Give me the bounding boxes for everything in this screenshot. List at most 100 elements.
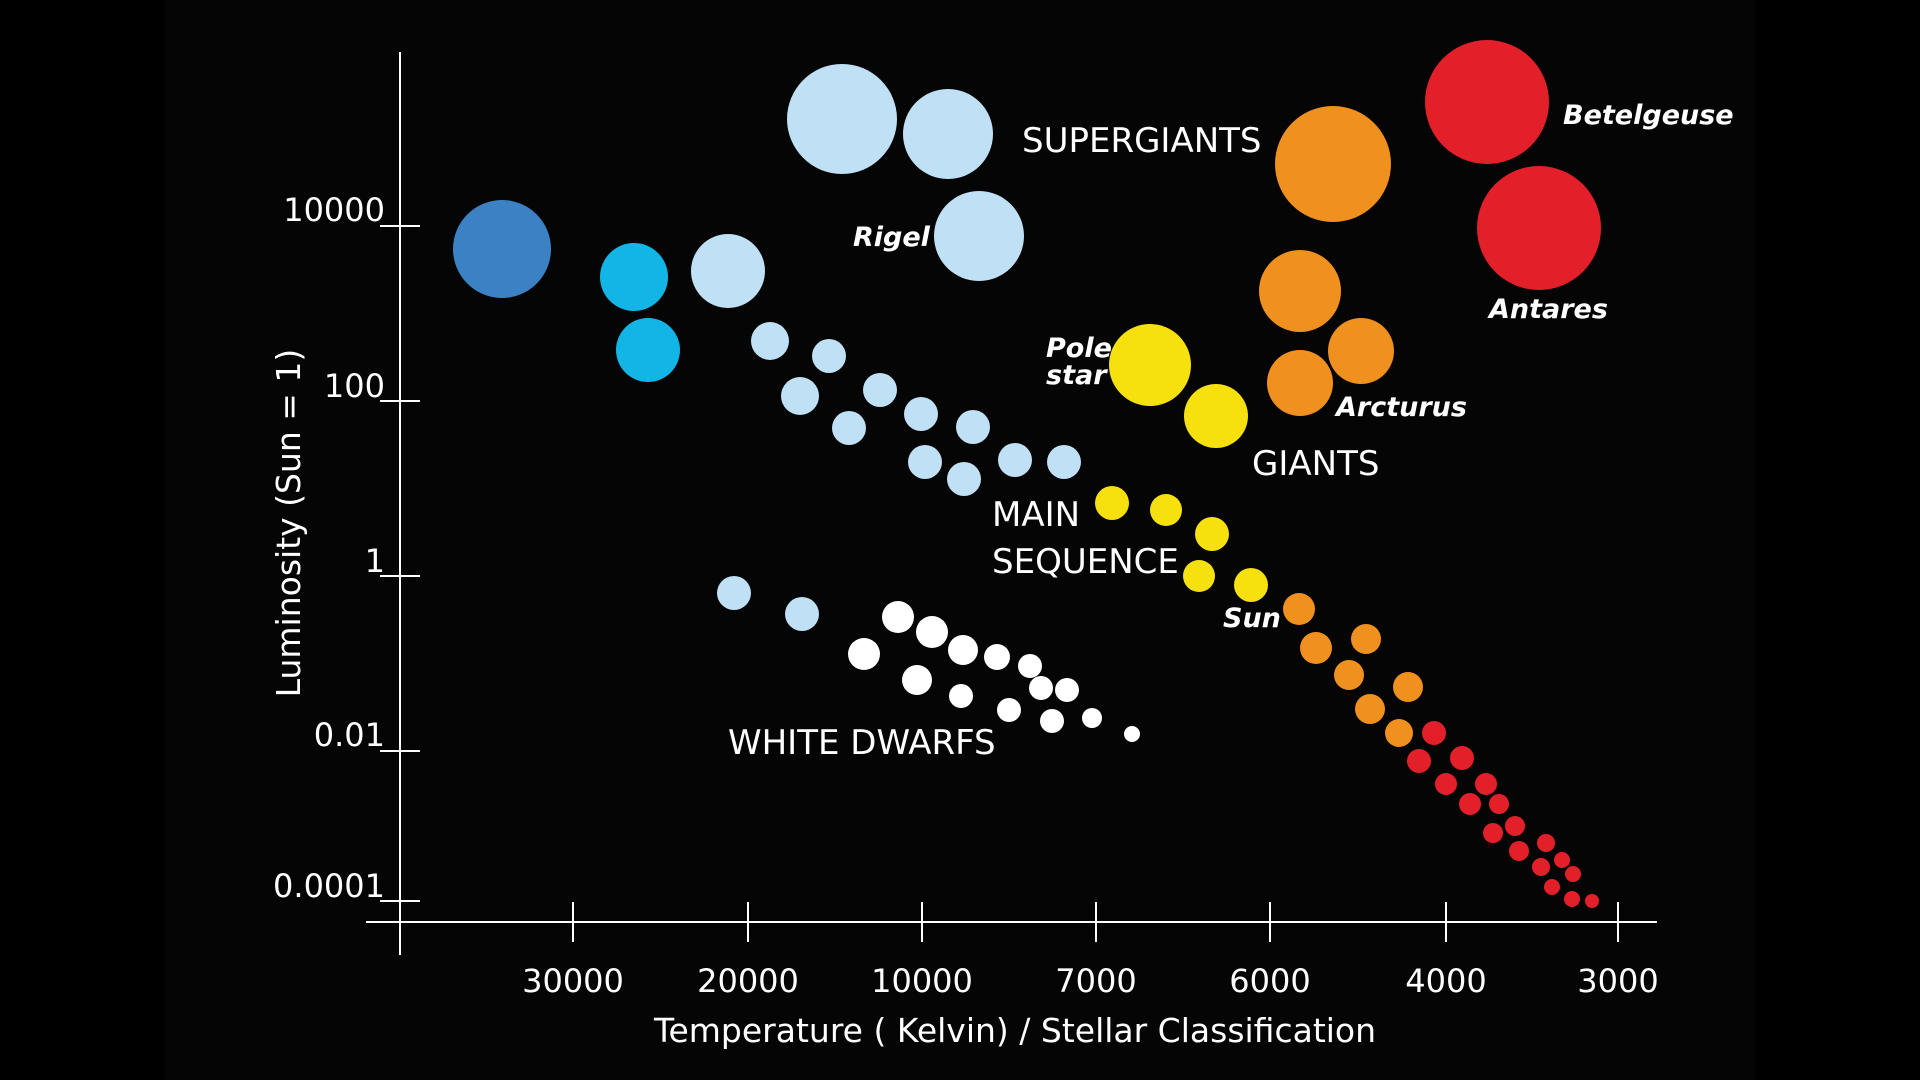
star-orange-giant-1: [1259, 250, 1341, 332]
star-ms-4: [863, 373, 897, 407]
star-ms-r-3: [1407, 749, 1431, 773]
star-betelgeuse: [1425, 40, 1549, 164]
star-ms-5: [832, 411, 866, 445]
star-ms-r-10: [1509, 841, 1529, 861]
star-label-arcturus: Arcturus: [1334, 392, 1467, 423]
star-wd-10: [1029, 676, 1053, 700]
x-tick-label-6000: 6000: [1229, 962, 1310, 1000]
star-supergiant-2: [903, 89, 993, 179]
chart-panel: [165, 0, 1755, 1080]
star-ms-r-11: [1537, 834, 1555, 852]
y-tick-label-0.01: 0.01: [314, 716, 385, 754]
x-tick-label-20000: 20000: [697, 962, 799, 1000]
region-label-supergiants: SUPERGIANTS: [1022, 121, 1262, 161]
star-orange-supergiant: [1275, 106, 1391, 222]
x-tick-label-10000: 10000: [871, 962, 973, 1000]
star-label-betelgeuse: Betelgeuse: [1563, 100, 1734, 131]
x-tick-label-30000: 30000: [522, 962, 624, 1000]
star-ms-o-2: [1351, 624, 1381, 654]
star-wd-11: [1055, 678, 1079, 702]
star-ms-o-7: [1385, 719, 1413, 747]
star-cyan-2: [616, 318, 680, 382]
region-label-giants: GIANTS: [1252, 444, 1379, 484]
x-tick-label-4000: 4000: [1405, 962, 1486, 1000]
star-blue-giant: [453, 200, 551, 298]
star-ms-y-3: [1195, 517, 1229, 551]
star-wd-8: [984, 644, 1010, 670]
star-points: [453, 40, 1601, 908]
star-antares: [1477, 166, 1601, 290]
star-supergiant-1: [787, 64, 897, 174]
y-tick-label-100: 100: [324, 367, 385, 405]
y-axis-title: Luminosity (Sun = 1): [269, 349, 308, 698]
star-ms-8: [908, 445, 942, 479]
x-axis-title: Temperature ( Kelvin) / Stellar Classifi…: [653, 1011, 1376, 1050]
star-ms-r-15: [1544, 879, 1560, 895]
star-yellow-giant: [1184, 384, 1248, 448]
star-ms-r-17: [1585, 894, 1599, 908]
star-ms-o-3: [1300, 632, 1332, 664]
star-ms-9: [947, 462, 981, 496]
star-orange-giant-2: [1328, 318, 1394, 384]
star-pole-star: [1109, 324, 1191, 406]
star-sun: [1234, 568, 1268, 602]
star-wd-2: [785, 597, 819, 631]
star-ms-r-14: [1565, 866, 1581, 882]
star-ms-2: [812, 339, 846, 373]
star-ms-r-5: [1475, 773, 1497, 795]
star-wd-5: [948, 635, 978, 665]
star-ms-r-7: [1489, 794, 1509, 814]
star-ms-r-13: [1554, 852, 1570, 868]
star-label-pole: Pole: [1046, 333, 1112, 364]
star-lightblue-giant: [691, 234, 765, 308]
star-ms-r-4: [1435, 773, 1457, 795]
star-ms-r-1: [1422, 721, 1446, 745]
star-arcturus: [1267, 350, 1333, 416]
star-ms-o-6: [1355, 694, 1385, 724]
star-ms-3: [781, 377, 819, 415]
star-ms-r-8: [1505, 816, 1525, 836]
star-wd-4: [916, 616, 948, 648]
star-label-rigel: Rigel: [853, 222, 931, 253]
star-wd-16: [1124, 726, 1140, 742]
star-wd-3: [882, 601, 914, 633]
star-ms-o-4: [1334, 660, 1364, 690]
star-wd-6: [848, 638, 880, 670]
star-ms-o-5: [1393, 672, 1423, 702]
y-tick-label-10000: 10000: [283, 191, 385, 229]
star-wd-9: [1018, 654, 1042, 678]
y-tick-label-1: 1: [365, 542, 385, 580]
star-ms-r-12: [1532, 858, 1550, 876]
star-ms-1: [751, 322, 789, 360]
star-ms-o-1: [1283, 593, 1315, 625]
star-ms-r-16: [1564, 891, 1580, 907]
region-label-main: MAIN: [992, 495, 1080, 535]
star-ms-y-4: [1183, 560, 1215, 592]
star-wd-13: [997, 698, 1021, 722]
star-wd-7: [902, 665, 932, 695]
star-label-sun: Sun: [1223, 603, 1281, 634]
star-label-star: star: [1046, 360, 1108, 391]
x-tick-label-7000: 7000: [1055, 962, 1136, 1000]
star-ms-y-2: [1150, 494, 1182, 526]
star-ms-10: [998, 443, 1032, 477]
star-ms-y-1: [1095, 486, 1129, 520]
star-ms-r-6: [1459, 793, 1481, 815]
star-ms-r-2: [1450, 746, 1474, 770]
star-label-antares: Antares: [1487, 294, 1608, 325]
star-wd-15: [1082, 708, 1102, 728]
star-ms-6: [904, 397, 938, 431]
region-label-white-dwarfs: WHITE DWARFS: [728, 723, 996, 763]
star-ms-11: [1047, 445, 1081, 479]
star-wd-1: [717, 576, 751, 610]
star-wd-14: [1040, 709, 1064, 733]
star-rigel: [934, 191, 1024, 281]
star-wd-12: [949, 684, 973, 708]
star-ms-r-9: [1483, 823, 1503, 843]
y-tick-label-0.0001: 0.0001: [273, 867, 385, 905]
x-tick-label-3000: 3000: [1577, 962, 1658, 1000]
star-cyan-1: [600, 243, 668, 311]
region-label-sequence: SEQUENCE: [992, 542, 1179, 582]
